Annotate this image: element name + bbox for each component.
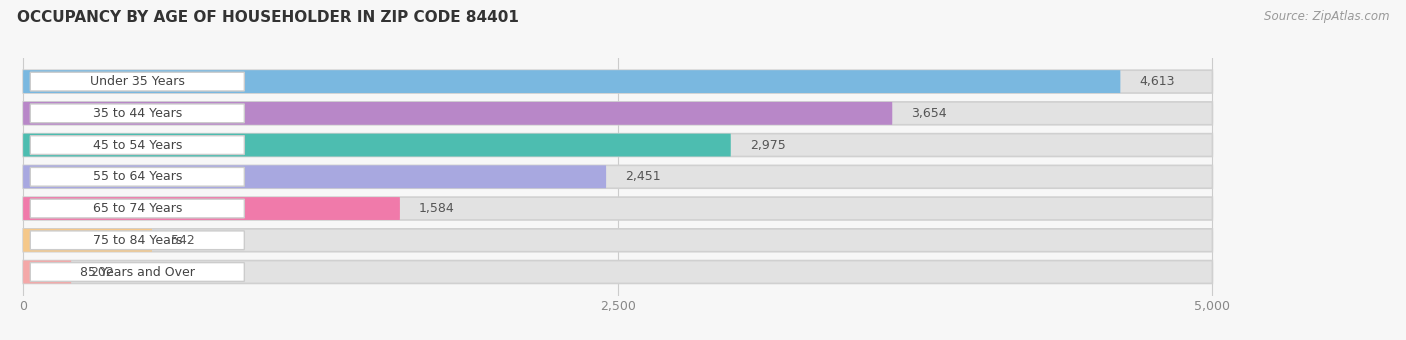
Text: 85 Years and Over: 85 Years and Over [80,266,195,278]
Text: 202: 202 [90,266,114,278]
Text: 2,451: 2,451 [626,170,661,183]
Text: Source: ZipAtlas.com: Source: ZipAtlas.com [1264,10,1389,23]
Text: 55 to 64 Years: 55 to 64 Years [93,170,181,183]
FancyBboxPatch shape [22,70,1121,93]
FancyBboxPatch shape [22,134,731,156]
Text: 4,613: 4,613 [1139,75,1175,88]
FancyBboxPatch shape [31,262,245,282]
Text: 65 to 74 Years: 65 to 74 Years [93,202,181,215]
Text: Under 35 Years: Under 35 Years [90,75,184,88]
FancyBboxPatch shape [31,104,245,123]
FancyBboxPatch shape [31,231,245,250]
FancyBboxPatch shape [22,197,399,220]
FancyBboxPatch shape [22,260,72,284]
FancyBboxPatch shape [31,167,245,186]
FancyBboxPatch shape [22,165,606,188]
FancyBboxPatch shape [22,229,1212,252]
Text: 1,584: 1,584 [419,202,454,215]
FancyBboxPatch shape [22,197,1212,220]
FancyBboxPatch shape [22,102,893,125]
Text: 35 to 44 Years: 35 to 44 Years [93,107,181,120]
FancyBboxPatch shape [22,134,1212,156]
Text: 2,975: 2,975 [749,139,786,152]
Text: OCCUPANCY BY AGE OF HOUSEHOLDER IN ZIP CODE 84401: OCCUPANCY BY AGE OF HOUSEHOLDER IN ZIP C… [17,10,519,25]
Text: 542: 542 [172,234,195,247]
FancyBboxPatch shape [31,136,245,154]
FancyBboxPatch shape [22,70,1212,93]
FancyBboxPatch shape [31,199,245,218]
FancyBboxPatch shape [22,102,1212,125]
FancyBboxPatch shape [22,229,152,252]
FancyBboxPatch shape [31,72,245,91]
Text: 45 to 54 Years: 45 to 54 Years [93,139,181,152]
FancyBboxPatch shape [22,165,1212,188]
Text: 75 to 84 Years: 75 to 84 Years [93,234,181,247]
FancyBboxPatch shape [22,260,1212,284]
Text: 3,654: 3,654 [911,107,946,120]
